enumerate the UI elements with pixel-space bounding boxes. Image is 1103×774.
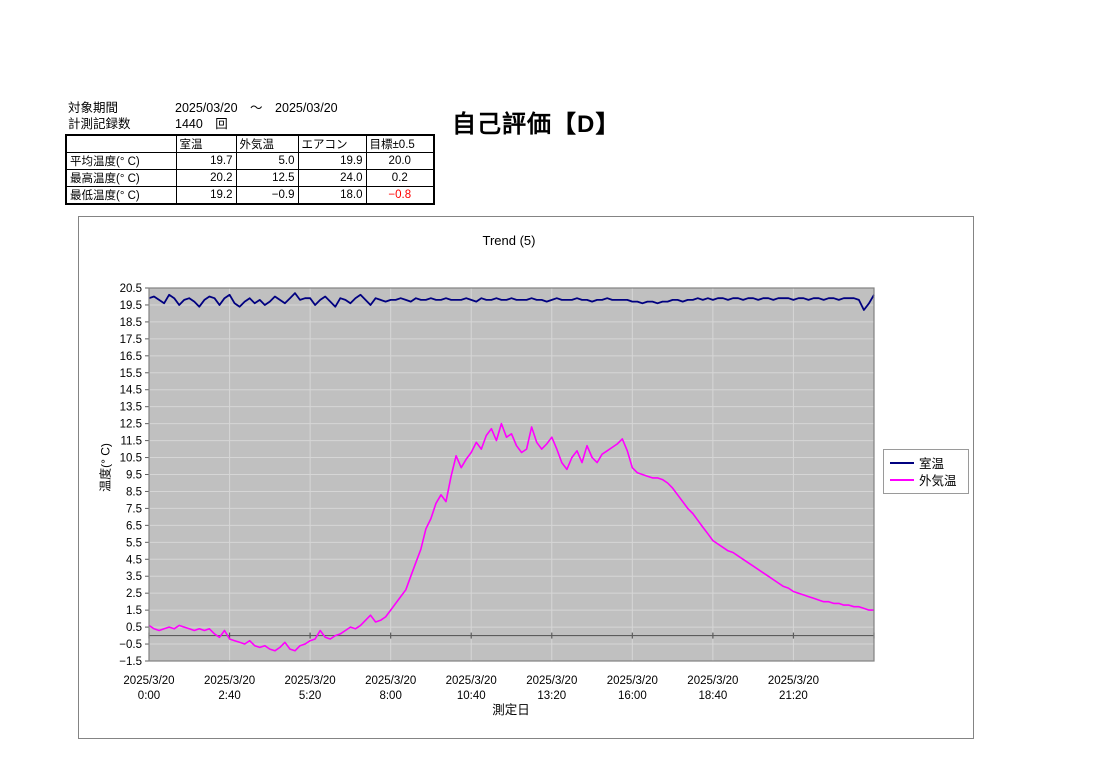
x-axis-tick-label-date: 2025/3/20 bbox=[285, 675, 336, 687]
table-row: 平均温度(° C) 19.7 5.0 19.9 20.0 bbox=[65, 152, 435, 170]
max-room-temp: 20.2 bbox=[175, 169, 237, 187]
min-outside-temp: −0.9 bbox=[235, 186, 299, 205]
row-label-min: 最低温度(° C) bbox=[65, 186, 177, 205]
x-axis-tick-label-time: 18:40 bbox=[698, 690, 727, 702]
self-evaluation-title: 自己評価【D】 bbox=[452, 111, 621, 138]
x-axis-tick-label-time: 21:20 bbox=[779, 690, 808, 702]
avg-room-temp: 19.7 bbox=[175, 152, 237, 170]
x-axis-tick-label-time: 10:40 bbox=[457, 690, 486, 702]
avg-outside-temp: 5.0 bbox=[235, 152, 299, 170]
y-axis-tick-label: 9.5 bbox=[126, 470, 142, 482]
x-axis-tick-label-time: 2:40 bbox=[218, 690, 240, 702]
x-axis-title: 測定日 bbox=[492, 703, 530, 717]
x-axis-tick-label-date: 2025/3/20 bbox=[526, 675, 577, 687]
plot-border bbox=[148, 287, 875, 662]
y-axis-tick-label: 18.5 bbox=[120, 317, 142, 329]
plot-svg: −1.5 −0.5 0.5 1.5 2.5 3.5 4.5 5.5 6.5 7.5 8.5 9.5 10… bbox=[119, 283, 875, 702]
y-axis-tick-label: −0.5 bbox=[119, 639, 142, 651]
min-target-diff: −0.8 bbox=[365, 186, 435, 205]
x-axis-tick-label-date: 2025/3/20 bbox=[365, 675, 416, 687]
y-axis-title: 温度(° C) bbox=[98, 443, 113, 492]
row-label-average: 平均温度(° C) bbox=[65, 152, 177, 170]
stats-table: 室温 外気温 エアコン 目標±0.5 平均温度(° C) 19.7 5.0 19… bbox=[65, 134, 435, 205]
x-axis-tick-label-date: 2025/3/20 bbox=[768, 675, 819, 687]
room-temp-line-swatch bbox=[890, 461, 914, 464]
x-axis-tick-label-date: 2025/3/20 bbox=[446, 675, 497, 687]
y-axis-tick-label: 11.5 bbox=[120, 436, 142, 448]
x-axis-tick-label-time: 5:20 bbox=[299, 690, 321, 702]
y-axis-tick-label: 4.5 bbox=[126, 554, 142, 566]
x-axis-tick-label-time: 0:00 bbox=[138, 690, 160, 702]
series-line-room-temp bbox=[148, 292, 875, 311]
y-axis-tick-label: 12.5 bbox=[120, 419, 142, 431]
x-axis-tick-label-date: 2025/3/20 bbox=[607, 675, 658, 687]
min-aircon-temp: 18.0 bbox=[297, 186, 367, 205]
header-cell-outside-temp: 外気温 bbox=[235, 134, 299, 153]
y-axis-tick-label: 3.5 bbox=[126, 571, 142, 583]
chart-title: Trend (5) bbox=[482, 233, 536, 248]
table-row: 最高温度(° C) 20.2 12.5 24.0 0.2 bbox=[65, 169, 435, 187]
x-axis-tick-label-date: 2025/3/20 bbox=[687, 675, 738, 687]
chart-legend: 室温 外気温 bbox=[883, 449, 969, 494]
legend-item-outside-temp: 外気温 bbox=[890, 471, 962, 488]
max-outside-temp: 12.5 bbox=[235, 169, 299, 187]
header-cell-room-temp: 室温 bbox=[175, 134, 237, 153]
x-axis-tick-label-time: 13:20 bbox=[537, 690, 566, 702]
y-axis-tick-label: 1.5 bbox=[126, 605, 142, 617]
y-axis-tick-label: 7.5 bbox=[126, 503, 142, 515]
x-axis-tick-label-time: 8:00 bbox=[379, 690, 401, 702]
y-axis-tick-label: 14.5 bbox=[120, 385, 142, 397]
table-row: 最低温度(° C) 19.2 −0.9 18.0 −0.8 bbox=[65, 186, 435, 205]
record-count-value: 1440 回 bbox=[175, 117, 228, 131]
y-axis-tick-label: 20.5 bbox=[120, 283, 142, 295]
y-axis-tick-label: 19.5 bbox=[120, 300, 142, 312]
y-axis-tick-label: 5.5 bbox=[126, 537, 142, 549]
y-axis-tick-label: 16.5 bbox=[120, 351, 142, 363]
trend-chart: Trend (5) −1.5 −0.5 0.5 1.5 2.5 3.5 4.5 5.5 6.5 7… bbox=[78, 216, 974, 739]
x-axis-tick-label-time: 16:00 bbox=[618, 690, 647, 702]
period-value: 2025/03/20 ～ 2025/03/20 bbox=[175, 101, 338, 115]
y-axis-tick-label: 15.5 bbox=[120, 368, 142, 380]
header-cell-target: 目標±0.5 bbox=[365, 134, 435, 153]
legend-label-room-temp: 室温 bbox=[919, 457, 945, 471]
x-axis-tick-label-date: 2025/3/20 bbox=[204, 675, 255, 687]
x-axis-tick-label-date: 2025/3/20 bbox=[123, 675, 174, 687]
avg-target-temp: 20.0 bbox=[365, 152, 435, 170]
legend-item-room-temp: 室温 bbox=[890, 454, 962, 471]
y-axis-tick-label: 10.5 bbox=[120, 453, 142, 465]
row-label-max: 最高温度(° C) bbox=[65, 169, 177, 187]
max-target-diff: 0.2 bbox=[365, 169, 435, 187]
avg-aircon-temp: 19.9 bbox=[297, 152, 367, 170]
record-count-label: 計測記録数 bbox=[68, 117, 131, 131]
y-axis-tick-label: −1.5 bbox=[119, 656, 142, 668]
y-axis-tick-label: 13.5 bbox=[120, 402, 142, 414]
header-cell-aircon: エアコン bbox=[297, 134, 367, 153]
series-line-outside-temp bbox=[148, 422, 874, 652]
y-axis-tick-label: 8.5 bbox=[126, 486, 142, 498]
min-room-temp: 19.2 bbox=[175, 186, 237, 205]
table-header-row: 室温 外気温 エアコン 目標±0.5 bbox=[65, 134, 435, 153]
outside-temp-line-swatch bbox=[890, 478, 914, 481]
y-axis-tick-label: 2.5 bbox=[126, 588, 142, 600]
y-axis-tick-label: 17.5 bbox=[120, 334, 142, 346]
period-label: 対象期間 bbox=[68, 101, 119, 115]
y-axis-tick-label: 6.5 bbox=[126, 520, 142, 532]
y-axis-tick-label: 0.5 bbox=[126, 622, 142, 634]
header-cell-blank bbox=[65, 134, 177, 153]
max-aircon-temp: 24.0 bbox=[297, 169, 367, 187]
legend-label-outside-temp: 外気温 bbox=[919, 474, 957, 488]
